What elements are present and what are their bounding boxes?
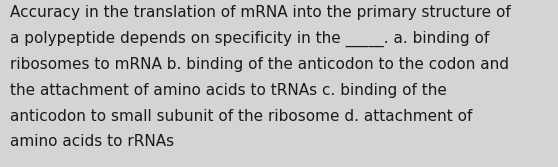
Text: a polypeptide depends on specificity in the _____. a. binding of: a polypeptide depends on specificity in … <box>10 31 489 47</box>
Text: ribosomes to mRNA b. binding of the anticodon to the codon and: ribosomes to mRNA b. binding of the anti… <box>10 57 509 72</box>
Text: the attachment of amino acids to tRNAs c. binding of the: the attachment of amino acids to tRNAs c… <box>10 83 447 98</box>
Text: Accuracy in the translation of mRNA into the primary structure of: Accuracy in the translation of mRNA into… <box>10 5 511 20</box>
Text: amino acids to rRNAs: amino acids to rRNAs <box>10 134 174 149</box>
Text: anticodon to small subunit of the ribosome d. attachment of: anticodon to small subunit of the riboso… <box>10 109 473 124</box>
